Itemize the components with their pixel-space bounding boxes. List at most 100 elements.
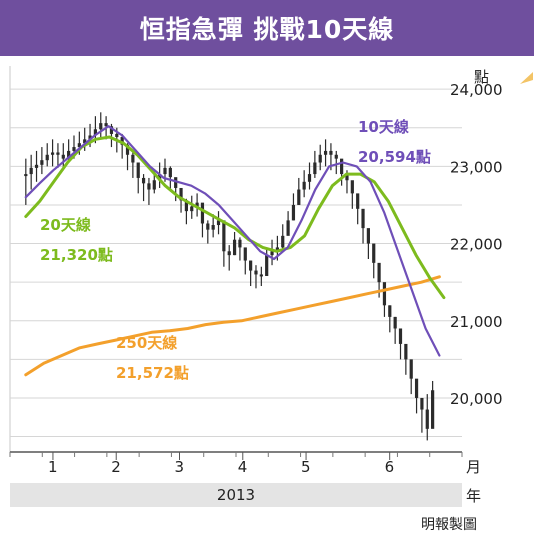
year-unit-label: 年	[466, 487, 482, 505]
ma10-value-label: 20,594點	[358, 148, 431, 166]
candle-body	[125, 144, 130, 155]
chart-title: 恒指急彈 挑戰10天線	[0, 0, 534, 56]
ma250-name-label: 250天線	[116, 334, 177, 352]
y-tick-label: 21,000	[450, 313, 503, 331]
ma20-line	[24, 135, 446, 300]
candlestick-series	[24, 112, 435, 441]
x-tick-label: 1	[48, 458, 58, 476]
candle-body	[40, 160, 44, 165]
candle-body	[141, 177, 146, 184]
candle-body	[356, 193, 360, 209]
candle-body	[29, 167, 33, 175]
x-tick-label: 3	[175, 458, 185, 476]
candle-body	[147, 183, 151, 190]
candle-body	[238, 239, 242, 248]
candle-body	[329, 150, 333, 155]
candle-body	[34, 164, 39, 168]
candle-body	[361, 208, 365, 229]
ma20-value-label: 21,320點	[40, 246, 113, 264]
candle-body	[222, 220, 226, 252]
candle-body	[120, 137, 124, 145]
candle-body	[83, 139, 87, 144]
x-tick-label: 5	[301, 458, 311, 476]
ma250-value-label: 21,572點	[116, 364, 189, 382]
ma20-name-label: 20天線	[40, 216, 91, 234]
candle-body	[243, 247, 247, 261]
candle-body	[115, 133, 119, 138]
candle-body	[93, 129, 98, 136]
candle-body	[249, 260, 253, 271]
x-tick-label: 6	[385, 458, 395, 476]
source-credit: 明報製圖	[421, 517, 477, 533]
candle-body	[302, 181, 306, 190]
candle-body	[179, 187, 183, 201]
candle-body	[281, 235, 285, 248]
candle-body	[45, 154, 49, 161]
candle-body	[200, 202, 205, 224]
candle-body	[307, 174, 312, 182]
candle-body	[425, 409, 429, 429]
candle-body	[286, 220, 290, 236]
candle-body	[291, 204, 296, 221]
candle-body	[195, 202, 199, 207]
candle-body	[275, 247, 279, 252]
moving-average-lines	[24, 125, 446, 377]
y-tick-label: 23,000	[450, 158, 503, 176]
candle-body	[152, 180, 156, 190]
candle-body	[174, 177, 178, 188]
ma250-line	[24, 275, 441, 377]
candle-body	[323, 150, 328, 155]
candle-body	[318, 154, 322, 163]
candle-body	[184, 200, 188, 212]
candle-body	[88, 135, 92, 140]
candle-body	[297, 189, 301, 205]
ma10-name-label: 10天線	[358, 118, 409, 136]
candle-body	[131, 154, 135, 163]
candle-body	[388, 305, 392, 317]
candle-body	[61, 154, 65, 159]
candle-body	[377, 262, 381, 283]
candle-body	[382, 282, 387, 306]
candle-body	[313, 162, 317, 175]
y-tick-label: 22,000	[450, 236, 503, 254]
candle-body	[168, 167, 172, 178]
candle-body	[372, 243, 376, 263]
candle-body	[136, 162, 140, 178]
y-axis-arrow	[520, 72, 533, 84]
candle-body	[345, 174, 349, 181]
candle-body	[340, 158, 344, 175]
candle-body	[366, 228, 370, 244]
candle-body	[56, 152, 60, 155]
x-unit-label: 月	[466, 458, 481, 476]
candle-body	[398, 328, 403, 344]
candle-body	[206, 223, 210, 230]
line-annotations: 10天線 20,594點 20天線 21,320點 250天線 21,572點	[40, 118, 431, 382]
candle-body	[431, 390, 435, 429]
candle-body	[270, 251, 274, 256]
y-tick-label: 24,000	[450, 81, 503, 99]
candle-body	[265, 255, 269, 276]
candle-body	[350, 180, 354, 194]
candle-body	[393, 316, 397, 329]
candle-body	[158, 174, 162, 181]
candle-body	[232, 239, 237, 256]
candle-body	[211, 225, 215, 230]
candle-body	[414, 378, 419, 398]
candle-body	[409, 359, 413, 379]
candle-body	[259, 274, 263, 277]
candle-body	[216, 220, 221, 226]
candle-body	[334, 154, 338, 159]
candle-body	[190, 206, 194, 212]
candle-body	[109, 126, 114, 134]
year-label: 2013	[10, 483, 462, 507]
candle-body	[227, 251, 231, 256]
x-tick-label: 2	[111, 458, 121, 476]
candle-body	[404, 343, 408, 360]
y-unit-label: 點	[474, 68, 489, 86]
candle-body	[254, 270, 258, 275]
candle-body	[420, 397, 424, 410]
candle-body	[50, 152, 55, 155]
candle-body	[67, 150, 71, 159]
candle-body	[163, 167, 167, 175]
